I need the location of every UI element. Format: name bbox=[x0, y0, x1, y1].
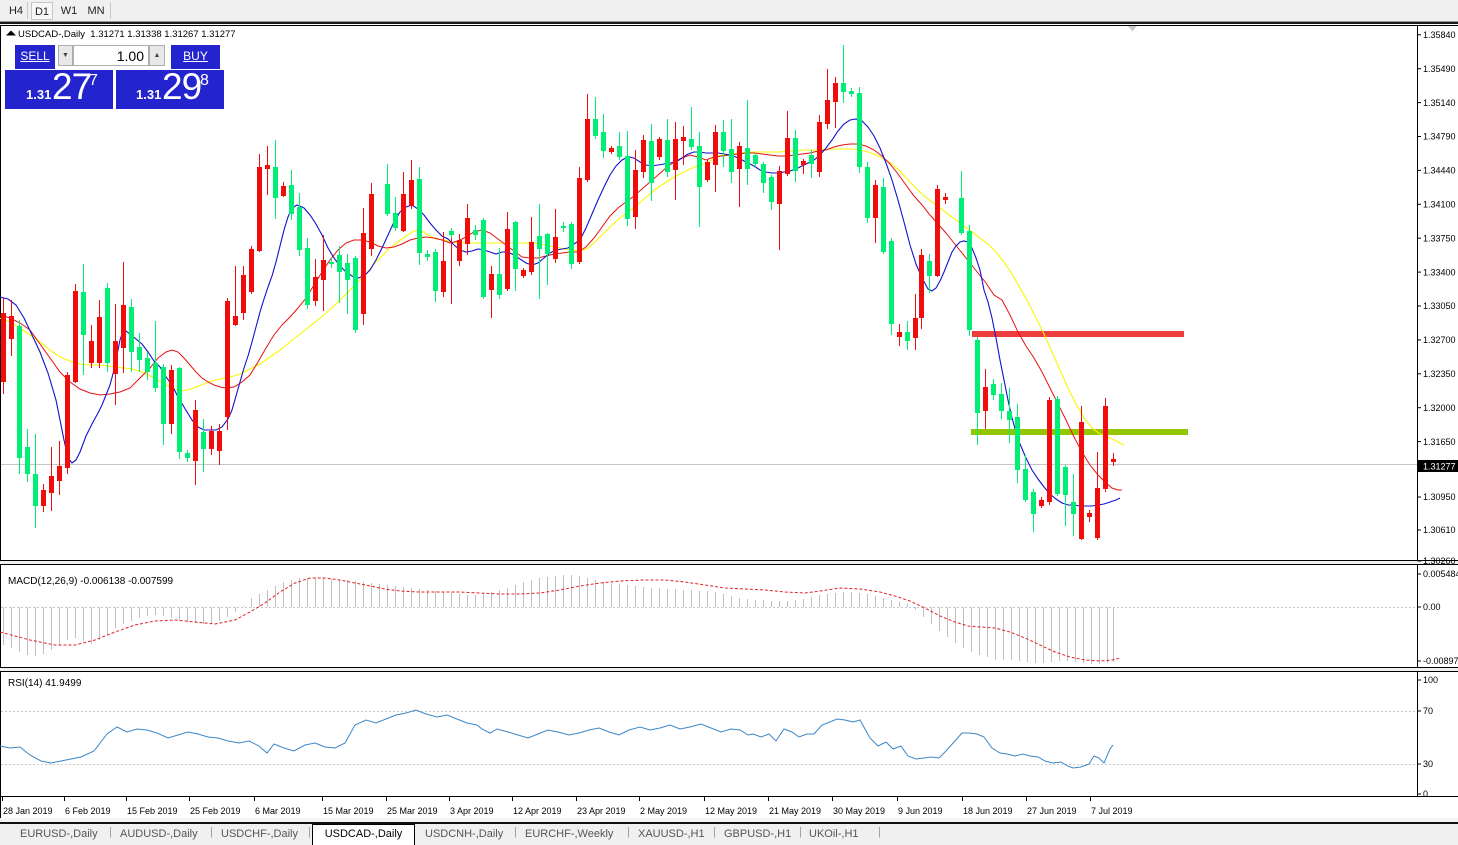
svg-text:25 Feb 2019: 25 Feb 2019 bbox=[190, 806, 241, 816]
svg-text:18 Jun 2019: 18 Jun 2019 bbox=[963, 806, 1013, 816]
svg-text:12 May 2019: 12 May 2019 bbox=[705, 806, 757, 816]
svg-text:1.32350: 1.32350 bbox=[1423, 369, 1456, 379]
svg-text:MACD(12,26,9) -0.006138 -0.007: MACD(12,26,9) -0.006138 -0.007599 bbox=[8, 576, 174, 587]
svg-text:1.34100: 1.34100 bbox=[1423, 200, 1456, 210]
svg-text:1.33400: 1.33400 bbox=[1423, 267, 1456, 277]
svg-text:7 Jul 2019: 7 Jul 2019 bbox=[1091, 806, 1133, 816]
svg-text:RSI(14) 41.9499: RSI(14) 41.9499 bbox=[8, 678, 82, 689]
svg-text:21 May 2019: 21 May 2019 bbox=[769, 806, 821, 816]
svg-text:23 Apr 2019: 23 Apr 2019 bbox=[577, 806, 626, 816]
svg-text:0.005484: 0.005484 bbox=[1423, 569, 1458, 579]
svg-text:0: 0 bbox=[1423, 789, 1428, 799]
svg-text:1.30260: 1.30260 bbox=[1423, 556, 1456, 566]
svg-text:1.31277: 1.31277 bbox=[1423, 462, 1456, 472]
svg-text:0.00: 0.00 bbox=[1423, 602, 1441, 612]
svg-text:1.35840: 1.35840 bbox=[1423, 30, 1456, 40]
svg-text:9 Jun 2019: 9 Jun 2019 bbox=[898, 806, 943, 816]
svg-text:1.31650: 1.31650 bbox=[1423, 437, 1456, 447]
svg-text:3 Apr 2019: 3 Apr 2019 bbox=[450, 806, 494, 816]
svg-text:2 May 2019: 2 May 2019 bbox=[640, 806, 687, 816]
svg-text:1.35140: 1.35140 bbox=[1423, 98, 1456, 108]
svg-text:15 Feb 2019: 15 Feb 2019 bbox=[127, 806, 178, 816]
svg-text:1.34790: 1.34790 bbox=[1423, 132, 1456, 142]
svg-text:25 Mar 2019: 25 Mar 2019 bbox=[387, 806, 438, 816]
svg-text:6 Mar 2019: 6 Mar 2019 bbox=[255, 806, 301, 816]
svg-text:15 Mar 2019: 15 Mar 2019 bbox=[323, 806, 374, 816]
svg-text:100: 100 bbox=[1423, 675, 1438, 685]
svg-text:27 Jun 2019: 27 Jun 2019 bbox=[1027, 806, 1077, 816]
svg-text:-0.00897: -0.00897 bbox=[1423, 656, 1458, 666]
svg-text:30 May 2019: 30 May 2019 bbox=[833, 806, 885, 816]
svg-text:1.34440: 1.34440 bbox=[1423, 166, 1456, 176]
svg-text:12 Apr 2019: 12 Apr 2019 bbox=[513, 806, 562, 816]
svg-text:6 Feb 2019: 6 Feb 2019 bbox=[65, 806, 111, 816]
svg-text:1.30950: 1.30950 bbox=[1423, 492, 1456, 502]
svg-text:70: 70 bbox=[1423, 706, 1433, 716]
svg-text:1.32000: 1.32000 bbox=[1423, 403, 1456, 413]
svg-text:1.33050: 1.33050 bbox=[1423, 301, 1456, 311]
svg-text:1.33750: 1.33750 bbox=[1423, 233, 1456, 243]
svg-text:1.30610: 1.30610 bbox=[1423, 525, 1456, 535]
svg-text:1.32700: 1.32700 bbox=[1423, 335, 1456, 345]
svg-text:28 Jan 2019: 28 Jan 2019 bbox=[3, 806, 53, 816]
svg-text:1.35490: 1.35490 bbox=[1423, 64, 1456, 74]
svg-text:USDCAD-,Daily 1.31271 1.31338: USDCAD-,Daily 1.31271 1.31338 1.31267 1.… bbox=[18, 29, 236, 40]
svg-text:30: 30 bbox=[1423, 759, 1433, 769]
